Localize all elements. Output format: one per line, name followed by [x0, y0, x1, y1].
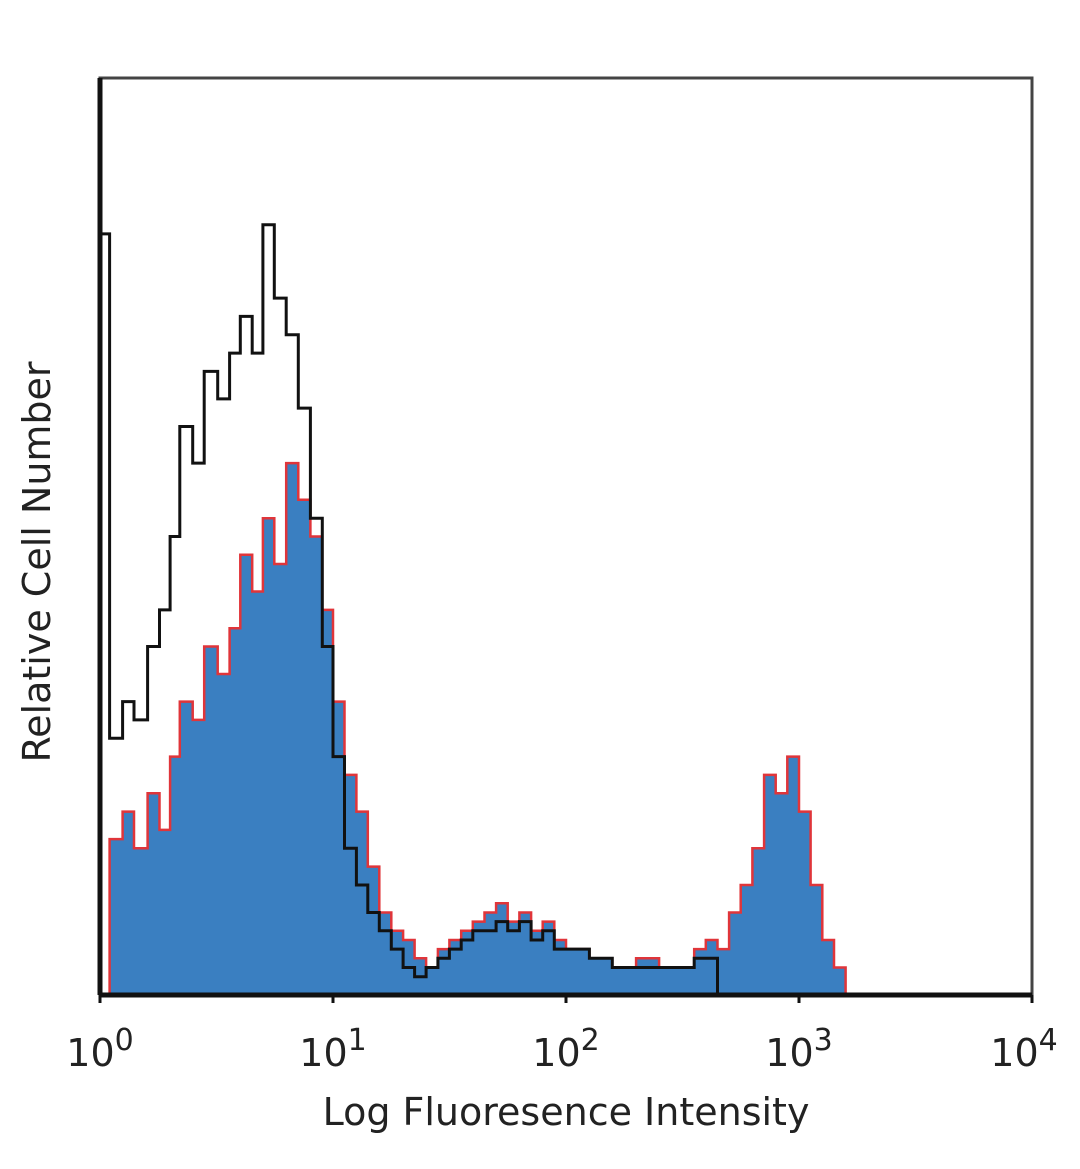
- x-tick-label: 103: [765, 1023, 832, 1075]
- y-axis-label: Relative Cell Number: [15, 361, 59, 762]
- outline-histogram-series: [98, 223, 1032, 997]
- x-tick-label: 102: [532, 1023, 599, 1075]
- series-layer: [98, 223, 1032, 997]
- x-tick-label: 104: [990, 1023, 1057, 1075]
- x-axis-label: Log Fluoresence Intensity: [323, 1090, 810, 1134]
- x-tick-label: 101: [299, 1023, 366, 1075]
- x-tick-label: 100: [66, 1023, 133, 1075]
- x-tick-labels: 100 101 102 103 104: [66, 995, 1058, 1075]
- filled-histogram-series: [100, 461, 1032, 997]
